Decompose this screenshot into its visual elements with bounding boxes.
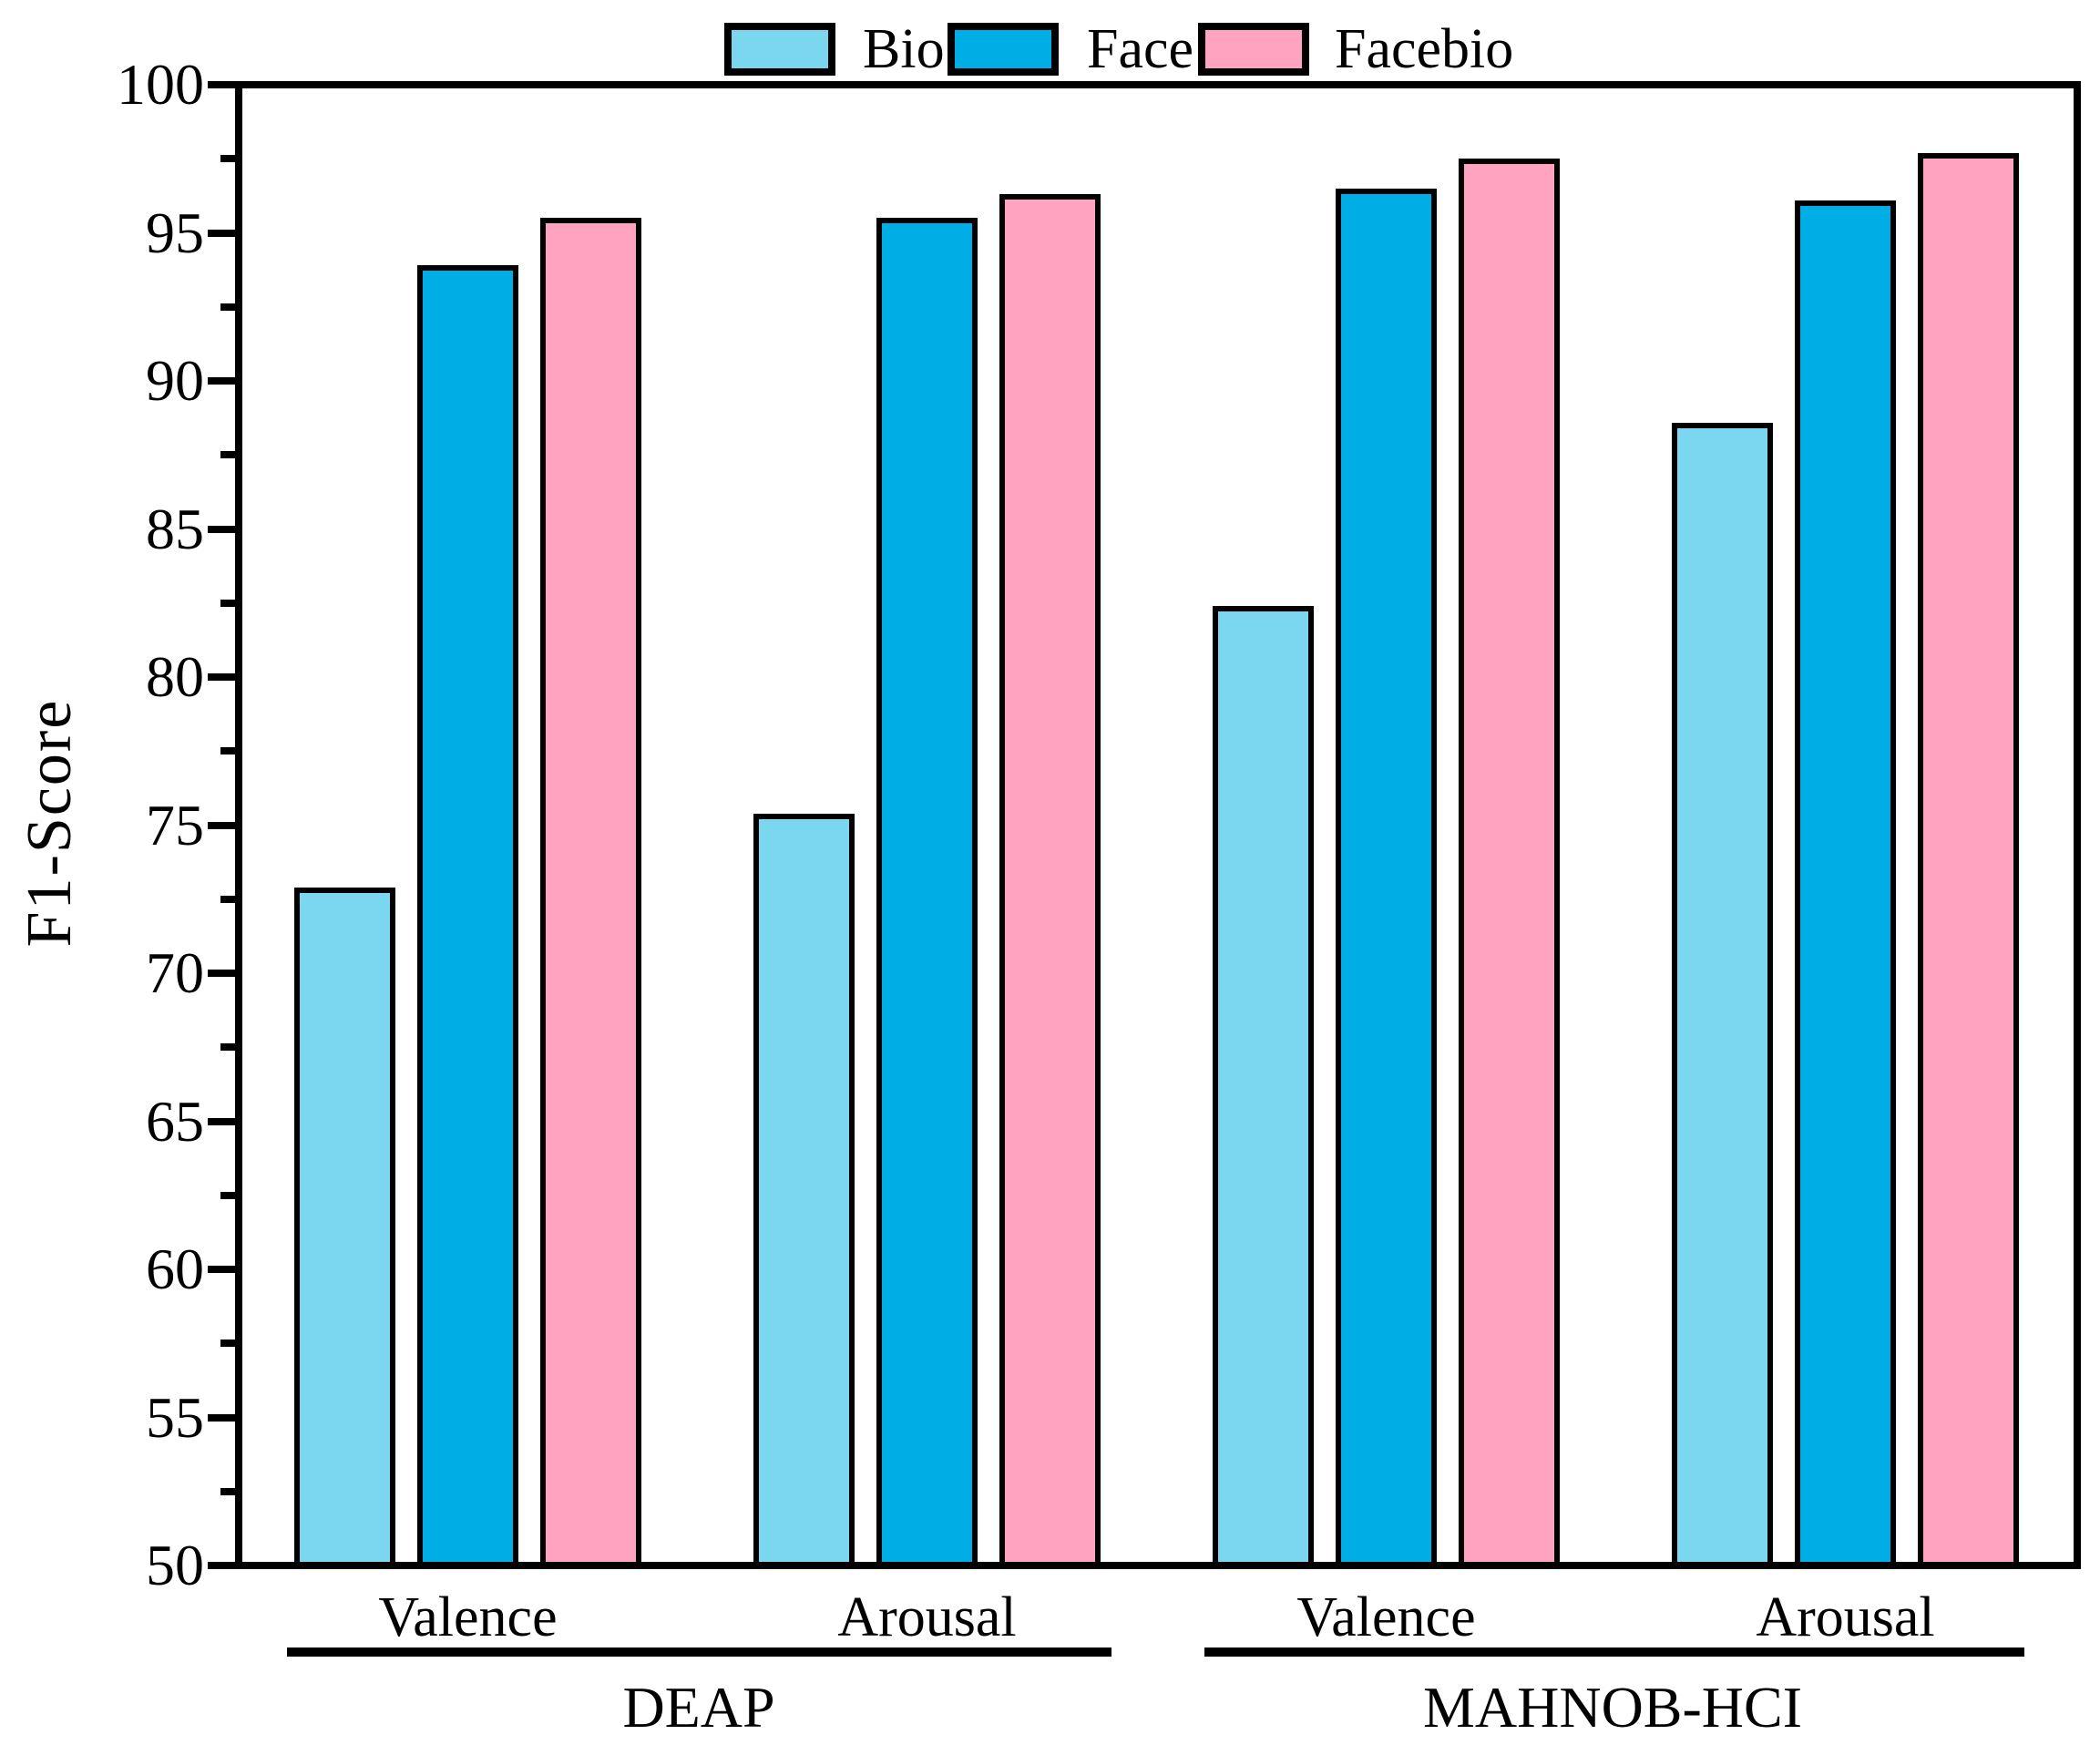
- bar-bio-arousal-deap: [753, 813, 855, 1569]
- y-tick-label: 85: [146, 496, 204, 561]
- y-minor-tick: [220, 1487, 235, 1495]
- x-category-label: Arousal: [837, 1586, 1017, 1648]
- y-major-tick: [208, 525, 235, 533]
- legend-swatch-face: [948, 23, 1059, 76]
- y-major-tick: [208, 1117, 235, 1125]
- legend-swatch-bio: [724, 23, 835, 76]
- y-tick-label: 75: [146, 792, 204, 857]
- legend-label-bio: Bio: [863, 18, 945, 80]
- bar-face-valence-mahnob-hci: [1336, 188, 1437, 1569]
- y-tick-label: 80: [146, 644, 204, 709]
- y-tick-label: 60: [146, 1237, 204, 1301]
- y-minor-tick: [220, 155, 235, 163]
- y-minor-tick: [220, 1340, 235, 1348]
- x-category-label: Valence: [378, 1586, 558, 1648]
- y-minor-tick: [220, 1043, 235, 1052]
- bar-face-arousal-mahnob-hci: [1795, 200, 1896, 1569]
- group-label-mahnob-hci: MAHNOB-HCI: [1423, 1675, 1802, 1740]
- y-tick-label: 55: [146, 1384, 204, 1450]
- bar-facebio-arousal-mahnob-hci: [1918, 152, 2019, 1569]
- bar-bio-arousal-mahnob-hci: [1672, 422, 1773, 1569]
- y-tick-label: 90: [146, 348, 204, 413]
- legend-label-face: Face: [1087, 18, 1194, 80]
- bar-bio-valence-mahnob-hci: [1213, 606, 1314, 1569]
- y-major-tick: [208, 377, 235, 385]
- y-major-tick: [208, 821, 235, 829]
- y-minor-tick: [220, 599, 235, 607]
- y-major-tick: [208, 1413, 235, 1422]
- y-minor-tick: [220, 303, 235, 311]
- group-underline-mahnob-hci: [1204, 1647, 2024, 1657]
- bar-bio-valence-deap: [294, 887, 395, 1569]
- y-minor-tick: [220, 895, 235, 903]
- y-major-tick: [208, 81, 235, 88]
- x-category-label: Valence: [1296, 1586, 1476, 1648]
- y-minor-tick: [220, 747, 235, 755]
- y-major-tick: [208, 229, 235, 237]
- x-category-label: Arousal: [1756, 1586, 1935, 1648]
- y-tick-label: 95: [146, 200, 204, 265]
- bar-facebio-arousal-deap: [999, 194, 1101, 1569]
- y-tick-label: 70: [146, 940, 204, 1005]
- bar-facebio-valence-mahnob-hci: [1459, 159, 1560, 1569]
- y-minor-tick: [220, 451, 235, 459]
- group-label-deap: DEAP: [622, 1675, 775, 1740]
- y-major-tick: [208, 970, 235, 977]
- bar-facebio-valence-deap: [540, 218, 641, 1569]
- y-major-tick: [208, 673, 235, 681]
- y-tick-label: 65: [146, 1088, 204, 1154]
- group-underline-deap: [287, 1647, 1111, 1657]
- y-tick-label: 50: [146, 1533, 204, 1597]
- bar-face-arousal-deap: [876, 218, 978, 1569]
- legend-swatch-facebio: [1198, 23, 1309, 76]
- legend-label-facebio: Facebio: [1335, 18, 1514, 80]
- y-major-tick: [208, 1266, 235, 1273]
- y-minor-tick: [220, 1191, 235, 1199]
- y-tick-label: 100: [117, 52, 204, 117]
- y-major-tick: [208, 1562, 235, 1569]
- bar-face-valence-deap: [417, 265, 518, 1569]
